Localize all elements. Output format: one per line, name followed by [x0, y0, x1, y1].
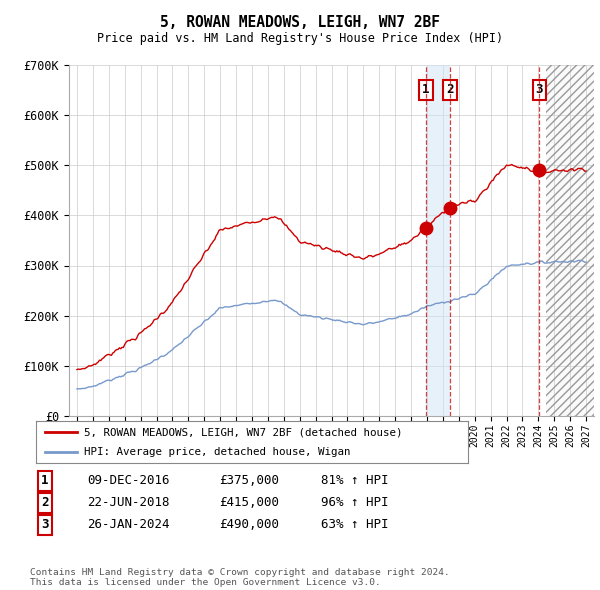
Text: 5, ROWAN MEADOWS, LEIGH, WN7 2BF: 5, ROWAN MEADOWS, LEIGH, WN7 2BF [160, 15, 440, 30]
Text: 26-JAN-2024: 26-JAN-2024 [87, 518, 170, 531]
Text: 3: 3 [536, 83, 543, 97]
Bar [426, 65, 451, 416]
Text: £415,000: £415,000 [219, 496, 279, 509]
Text: Price paid vs. HM Land Registry's House Price Index (HPI): Price paid vs. HM Land Registry's House … [97, 32, 503, 45]
Text: 96% ↑ HPI: 96% ↑ HPI [321, 496, 389, 509]
Text: Contains HM Land Registry data © Crown copyright and database right 2024.
This d: Contains HM Land Registry data © Crown c… [30, 568, 450, 587]
Text: £490,000: £490,000 [219, 518, 279, 531]
Text: 81% ↑ HPI: 81% ↑ HPI [321, 474, 389, 487]
Text: £375,000: £375,000 [219, 474, 279, 487]
Bar [546, 65, 600, 416]
Text: 3: 3 [41, 518, 49, 531]
Text: 2: 2 [41, 496, 49, 509]
Text: 1: 1 [41, 474, 49, 487]
Text: HPI: Average price, detached house, Wigan: HPI: Average price, detached house, Wiga… [83, 447, 350, 457]
Text: 63% ↑ HPI: 63% ↑ HPI [321, 518, 389, 531]
Text: 1: 1 [422, 83, 430, 97]
Text: 5, ROWAN MEADOWS, LEIGH, WN7 2BF (detached house): 5, ROWAN MEADOWS, LEIGH, WN7 2BF (detach… [83, 427, 402, 437]
Text: 22-JUN-2018: 22-JUN-2018 [87, 496, 170, 509]
Text: 09-DEC-2016: 09-DEC-2016 [87, 474, 170, 487]
Text: 2: 2 [446, 83, 454, 97]
Bar [546, 65, 600, 416]
